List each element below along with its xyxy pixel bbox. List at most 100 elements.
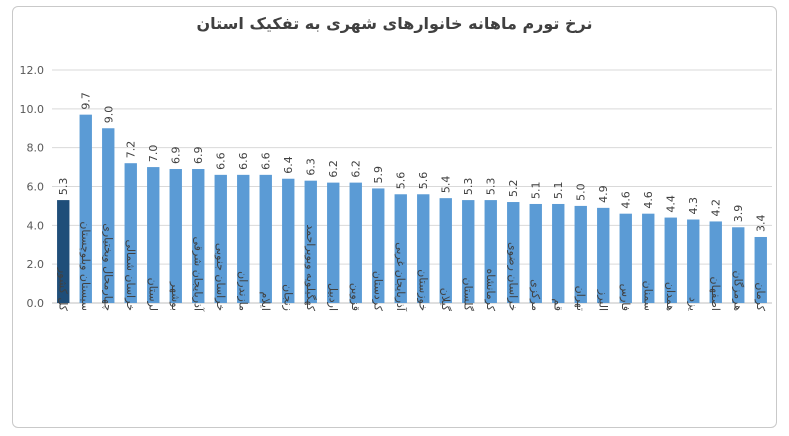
category-label: مرکزی <box>529 279 542 311</box>
bar <box>214 174 227 303</box>
category-label: اصفهان <box>709 277 722 311</box>
data-label: 3.9 <box>732 205 745 223</box>
bar <box>507 202 520 303</box>
y-tick-label: 10.0 <box>20 103 45 116</box>
bar <box>597 207 610 303</box>
category-label: گیلان <box>439 288 452 312</box>
bar <box>57 200 70 303</box>
data-label: 6.4 <box>282 156 295 174</box>
bar <box>484 200 497 303</box>
category-label: خراسان رضوی <box>506 242 519 311</box>
data-label: 4.3 <box>687 197 700 215</box>
data-label: 9.7 <box>80 92 93 110</box>
bar <box>79 114 92 304</box>
category-label: هرمزگان <box>731 271 744 312</box>
y-tick-label: 6.0 <box>27 181 45 194</box>
bar <box>259 174 272 303</box>
chart-title: نرخ تورم ماهانه خانوارهای شهری به تفکیک … <box>196 14 593 33</box>
data-label: 4.6 <box>642 191 655 209</box>
data-label: 5.3 <box>57 178 70 196</box>
data-label: 5.1 <box>552 181 565 199</box>
bar <box>417 194 430 303</box>
category-label: قزوین <box>349 283 362 311</box>
category-label: چهارمحال وبختیاری <box>101 223 114 311</box>
bar <box>732 227 745 303</box>
bar <box>282 178 295 303</box>
data-label: 6.6 <box>237 152 250 170</box>
data-label: 6.9 <box>170 147 183 165</box>
category-label: خراسان شمالی <box>124 239 137 311</box>
bar <box>349 182 362 303</box>
data-label: 5.4 <box>440 176 453 194</box>
bar <box>709 221 722 303</box>
category-label: زنجان <box>281 284 294 311</box>
category-label: قم <box>551 298 564 311</box>
y-tick-label: 0.0 <box>27 297 45 310</box>
data-label: 4.9 <box>597 185 610 203</box>
data-label: 4.2 <box>710 199 723 217</box>
category-label: خراسان جنوبی <box>214 243 227 311</box>
category-label: گلستان <box>461 278 474 312</box>
data-label: 5.1 <box>530 181 543 199</box>
category-label: آذربایجان شرقی <box>191 237 205 312</box>
bar <box>372 188 385 303</box>
y-tick-label: 2.0 <box>27 258 45 271</box>
category-label: سیستان وبلوچستان <box>79 221 92 311</box>
bar <box>439 198 452 303</box>
data-label: 4.6 <box>620 191 633 209</box>
bar <box>237 174 250 303</box>
bar <box>552 203 565 303</box>
bar <box>147 167 160 303</box>
data-label: 5.2 <box>507 180 520 198</box>
category-label: کردستان <box>371 271 384 312</box>
category-label: ایلام <box>259 292 272 312</box>
category-label: مازندران <box>236 271 249 311</box>
bar <box>529 203 542 303</box>
category-label: آذربایجان غربی <box>394 242 408 312</box>
category-label: اردبیل <box>326 283 339 311</box>
category-label: فارس <box>619 284 632 311</box>
data-label: 5.3 <box>485 178 498 196</box>
category-label: کهگیلویه وبویراحمد <box>304 224 317 311</box>
bar <box>192 169 205 303</box>
bar <box>619 213 632 303</box>
bar <box>304 180 317 303</box>
bar <box>664 217 677 303</box>
data-label: 6.6 <box>215 152 228 170</box>
data-label: 6.6 <box>260 152 273 170</box>
data-label: 3.4 <box>755 214 768 232</box>
data-label: 7.2 <box>125 141 138 159</box>
data-label: 7.0 <box>147 145 160 163</box>
bar <box>642 213 655 303</box>
bar <box>124 163 137 303</box>
y-tick-label: 4.0 <box>27 219 45 232</box>
data-label: 5.0 <box>575 183 588 201</box>
data-label: 6.9 <box>192 147 205 165</box>
bar <box>687 219 700 303</box>
data-label: 6.2 <box>350 160 363 178</box>
category-label: لرستان <box>146 278 159 311</box>
bar <box>169 169 182 303</box>
category-label: البرز <box>596 289 609 311</box>
category-label: یزد <box>686 297 699 311</box>
bar <box>102 128 115 303</box>
bar <box>574 205 587 303</box>
category-label: کرمان <box>754 282 767 311</box>
category-label: کل کشور <box>56 267 69 312</box>
data-label: 5.6 <box>395 172 408 190</box>
data-label: 4.4 <box>665 195 678 213</box>
bar <box>394 194 407 303</box>
data-label: 5.3 <box>462 178 475 196</box>
data-label: 5.9 <box>372 166 385 184</box>
data-label: 6.2 <box>327 160 340 178</box>
category-label: همدان <box>664 282 677 311</box>
data-label: 6.3 <box>305 158 318 176</box>
category-label: کرمانشاه <box>484 268 497 311</box>
bar <box>754 236 767 303</box>
bar <box>462 200 475 303</box>
y-tick-label: 8.0 <box>27 142 45 155</box>
category-label: سمنان <box>641 281 654 311</box>
data-label: 9.0 <box>102 106 115 124</box>
category-label: خوزستان <box>416 269 429 311</box>
